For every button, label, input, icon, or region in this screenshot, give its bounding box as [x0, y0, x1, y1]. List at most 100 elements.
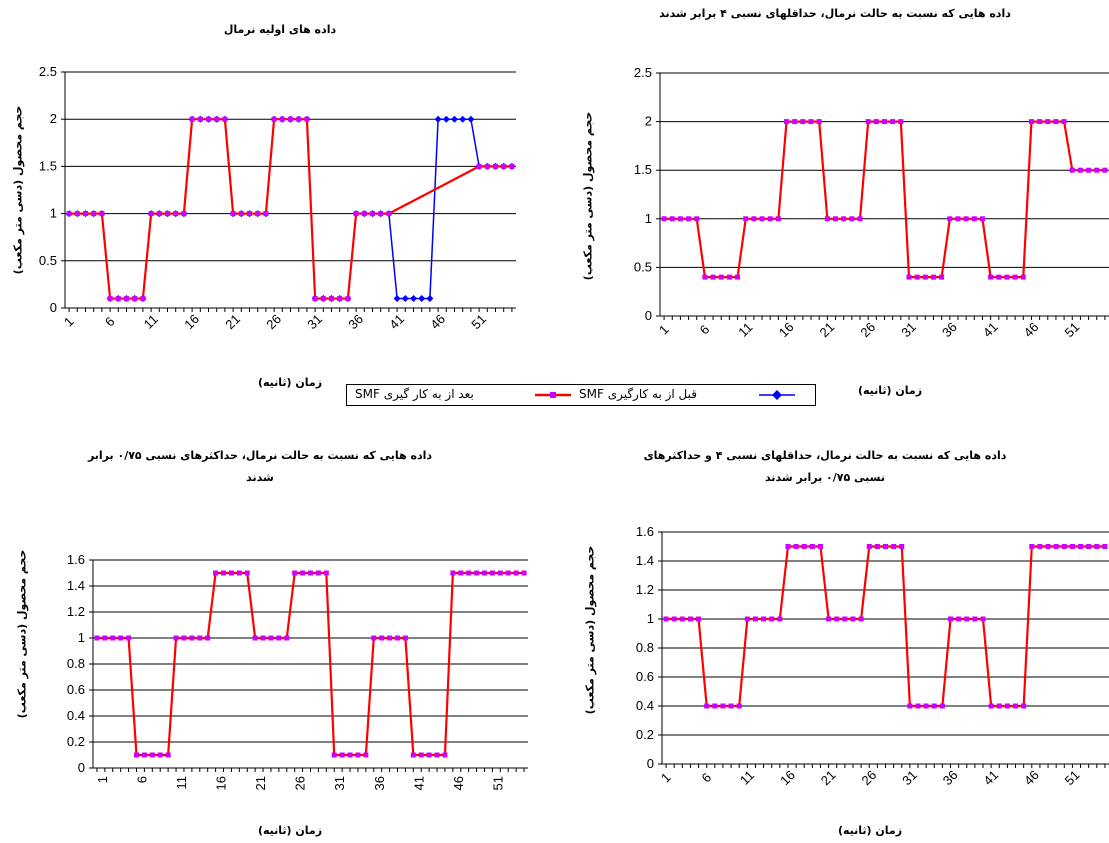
y-tick-label: 0.6 — [67, 682, 85, 697]
data-point — [513, 570, 519, 576]
data-point — [238, 211, 244, 217]
data-point — [874, 544, 880, 549]
x-tick-label: 6 — [697, 322, 713, 338]
data-point — [371, 635, 377, 641]
data-point — [102, 635, 108, 641]
data-point — [842, 616, 848, 622]
x-tick-label: 36 — [372, 776, 387, 790]
x-tick-label: 6 — [102, 314, 118, 330]
x-tick-label: 1 — [95, 776, 110, 783]
x-axis-label: زمان (ثانیه) — [257, 824, 323, 837]
data-point — [1004, 703, 1010, 709]
data-point — [800, 119, 806, 125]
data-point — [743, 216, 749, 222]
x-tick-label: 6 — [135, 776, 150, 783]
data-point — [801, 544, 807, 549]
data-point — [1077, 167, 1083, 173]
y-tick-label: 2.5 — [634, 65, 652, 80]
chart-title: داده های اولیه نرمال — [223, 23, 337, 36]
x-tick-label: 31 — [304, 311, 325, 332]
data-point — [124, 296, 129, 302]
data-point — [418, 295, 426, 303]
data-point — [458, 570, 464, 576]
data-point — [769, 616, 775, 622]
chart-panel-2: داده هایی که نسبت به حالت نرمال، حداقلها… — [560, 0, 1109, 420]
data-point — [979, 216, 985, 222]
x-tick-label: 16 — [777, 767, 798, 788]
data-point — [279, 116, 285, 122]
data-point — [74, 211, 80, 217]
data-point — [312, 296, 318, 302]
data-point — [509, 163, 515, 169]
y-tick-label: 1.4 — [636, 553, 654, 568]
data-point — [899, 544, 905, 549]
data-point — [442, 752, 448, 758]
x-tick-label: 6 — [698, 770, 714, 786]
data-point — [476, 163, 482, 169]
data-point — [442, 115, 450, 123]
data-point — [331, 752, 337, 758]
data-point — [726, 274, 732, 280]
data-point — [410, 295, 417, 303]
data-point — [1069, 167, 1075, 173]
data-point — [300, 570, 306, 576]
x-axis-label: زمان (ثانیه) — [837, 824, 903, 837]
data-point — [696, 616, 702, 622]
data-point — [260, 635, 266, 641]
data-point — [252, 635, 258, 641]
x-tick-label: 1 — [61, 314, 77, 330]
data-point — [1086, 544, 1092, 549]
data-point — [213, 570, 219, 576]
y-tick-label: 1.6 — [67, 552, 85, 567]
data-point — [775, 216, 781, 222]
data-point — [140, 296, 146, 302]
x-tick-label: 51 — [468, 311, 489, 332]
x-tick-label: 51 — [1061, 319, 1082, 340]
data-point — [882, 119, 887, 125]
x-tick-label: 26 — [263, 311, 284, 332]
data-point — [292, 570, 298, 576]
data-point — [956, 616, 962, 622]
data-point — [751, 216, 757, 222]
data-point — [931, 703, 937, 709]
y-tick-label: 0 — [647, 756, 654, 771]
x-tick-label: 11 — [735, 320, 755, 340]
x-tick-label: 36 — [939, 319, 960, 340]
data-point — [402, 635, 408, 641]
data-point — [858, 616, 864, 622]
chart-title-line2: شدند — [246, 471, 274, 484]
data-point — [669, 216, 675, 222]
data-point — [501, 163, 507, 169]
x-tick-label: 16 — [181, 311, 202, 332]
data-point — [873, 119, 879, 125]
y-tick-label: 2.5 — [39, 64, 57, 79]
y-tick-label: 0.2 — [636, 727, 654, 742]
data-point — [345, 296, 351, 302]
data-point — [271, 116, 277, 122]
data-point — [883, 544, 888, 549]
y-tick-label: 0.5 — [39, 253, 57, 268]
data-point — [197, 635, 203, 641]
data-point — [118, 635, 124, 641]
data-point — [181, 635, 187, 641]
data-point — [898, 119, 904, 125]
x-tick-label: 11 — [737, 768, 757, 788]
data-point — [355, 752, 361, 758]
x-tick-label: 1 — [658, 770, 674, 786]
data-point — [157, 752, 163, 758]
legend-item-before: قبل از به کارگیری SMF — [579, 387, 809, 403]
data-point — [752, 616, 758, 622]
data-point — [156, 211, 162, 217]
data-point — [736, 703, 742, 709]
data-point — [493, 163, 498, 169]
data-point — [817, 544, 823, 549]
data-point — [996, 703, 1002, 709]
data-point — [1102, 544, 1108, 549]
data-point — [434, 115, 442, 123]
data-point — [980, 616, 986, 622]
data-point — [99, 211, 105, 217]
x-tick-label: 21 — [222, 311, 243, 332]
data-point — [735, 274, 741, 280]
x-tick-label: 31 — [898, 319, 919, 340]
data-point — [816, 119, 822, 125]
